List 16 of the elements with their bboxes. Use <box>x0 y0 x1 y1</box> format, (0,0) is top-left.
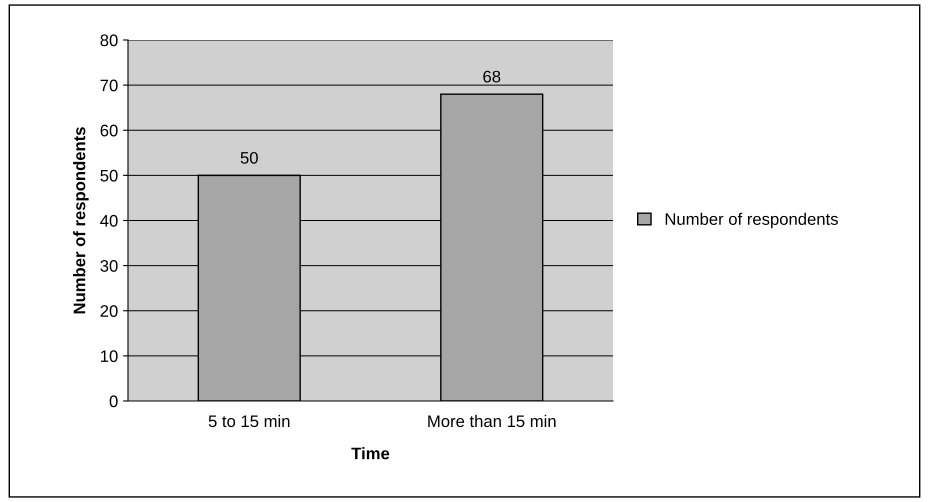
y-tick-label: 80 <box>100 34 118 46</box>
y-tick-label: 10 <box>101 350 118 362</box>
x-axis-title: Time <box>351 447 390 460</box>
y-axis-title: Number of respondents <box>73 127 89 314</box>
y-tick-label: 50 <box>100 170 118 182</box>
y-tick-label: 40 <box>100 214 118 227</box>
y-tick-label: 60 <box>100 124 118 136</box>
data-label: 50 <box>240 152 258 164</box>
x-tick-label: More than 15 min <box>428 414 556 428</box>
x-tick-label: 5 to 15 min <box>208 414 290 428</box>
legend-label: Number of respondents <box>666 212 838 228</box>
data-label: 68 <box>483 70 500 83</box>
y-tick-label: 0 <box>110 395 118 408</box>
y-tick-label: 30 <box>100 260 118 272</box>
y-tick-label: 20 <box>100 305 118 317</box>
y-tick-label: 70 <box>100 80 118 92</box>
